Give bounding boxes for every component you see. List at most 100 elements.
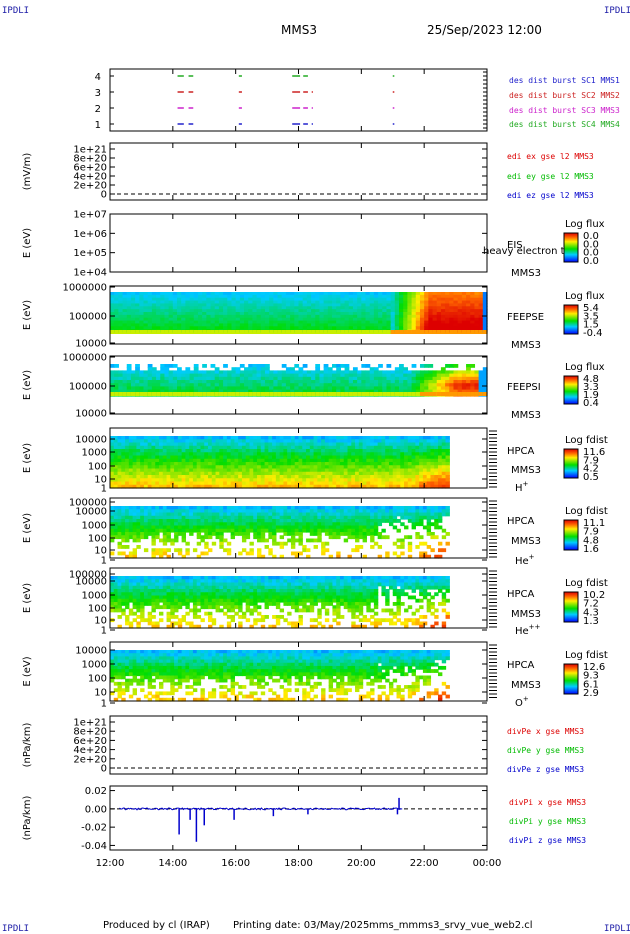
- hpca_h-cell: [441, 462, 447, 466]
- feepse-cell: [453, 317, 459, 322]
- hpca_h-cell: [151, 445, 156, 450]
- feepsi-cell: [110, 376, 115, 381]
- hpca_he-cell: [257, 519, 262, 523]
- feepse-cell: [239, 323, 245, 327]
- feepse-cell: [252, 303, 258, 307]
- feepsi-cell: [340, 386, 346, 391]
- hpca_h-cell: [381, 449, 386, 453]
- hpca_h-cell: [117, 439, 122, 444]
- hpca_he-cell: [268, 525, 273, 530]
- feepse-cell: [390, 323, 396, 327]
- feepse-cell: [202, 323, 207, 327]
- hpca_h-cell: [313, 442, 318, 447]
- feepse-cell: [365, 323, 371, 327]
- hpca_he-cell: [373, 506, 379, 510]
- feepse-cell: [352, 309, 358, 313]
- feepse-cell: [197, 309, 203, 313]
- feepsi-cell: [373, 376, 379, 381]
- feepse-cell: [256, 306, 262, 310]
- hpca_h-cell: [366, 445, 371, 450]
- hpca_h-cell: [309, 462, 315, 466]
- hpca_h-cell: [434, 481, 439, 486]
- hpca_h-cell: [230, 484, 236, 489]
- feepse-cell: [273, 300, 279, 305]
- feepsi-cell: [118, 373, 124, 378]
- feepse-cell: [449, 306, 455, 310]
- hpca_he-cell: [211, 525, 217, 530]
- hpca_h-cell: [147, 465, 153, 470]
- feepsi-cell: [407, 392, 413, 396]
- hpca_he-cell: [132, 512, 137, 517]
- hpca_he-cell: [128, 554, 134, 559]
- hpca_h-cell: [287, 439, 292, 444]
- feepse-cell: [168, 314, 174, 319]
- feepsi-cell: [147, 370, 153, 375]
- hpca_h-cell: [204, 481, 209, 486]
- feepse-cell: [193, 300, 199, 305]
- feepse-cell: [214, 320, 220, 325]
- feepse-cell: [382, 292, 388, 296]
- feepse-cell: [239, 330, 245, 334]
- hpca_h-cell: [264, 455, 269, 460]
- feepse-cell: [428, 294, 434, 299]
- feepse-cell: [298, 330, 304, 334]
- feepse-cell: [302, 317, 308, 322]
- hpca_he-cell: [151, 532, 156, 536]
- feepsi-cell: [436, 383, 442, 387]
- hpca_h-cell: [434, 445, 439, 450]
- feepse-cell: [248, 326, 254, 330]
- feepse-cell: [244, 330, 249, 334]
- hpca_h-cell: [125, 465, 130, 470]
- feepsi-cell: [432, 383, 438, 387]
- hpca_he-cell: [113, 532, 119, 536]
- feepse-cell: [365, 312, 371, 316]
- feepsi-cell: [118, 392, 124, 396]
- feepsi-cell: [336, 386, 341, 391]
- feepse-cell: [378, 297, 383, 302]
- hpca_h-cell: [113, 478, 119, 483]
- hpca_he-cell: [313, 512, 318, 517]
- feepse-cell: [419, 320, 425, 325]
- hpca_he-cell: [170, 512, 175, 517]
- hpca_h-cell: [415, 452, 420, 457]
- hpca_h-cell: [279, 436, 285, 440]
- hpca_h-cell: [347, 455, 352, 460]
- hpca_h-cell: [332, 452, 337, 457]
- hpca_h-cell: [351, 471, 356, 476]
- hpca_h-cell: [313, 478, 318, 483]
- hpca_he-cell: [309, 532, 315, 536]
- feepse-cell: [428, 292, 434, 296]
- hpca_he-cell: [355, 506, 360, 510]
- feepsi-cell: [177, 367, 182, 371]
- hpca_h-cell: [143, 471, 149, 476]
- hpca_h-cell: [257, 465, 262, 470]
- feepse-cell: [227, 292, 233, 296]
- hpca_h-cell: [302, 449, 307, 453]
- hpca_h-cell: [241, 455, 247, 460]
- feepsi-cell: [244, 389, 249, 394]
- hpca_he-cell: [275, 506, 281, 510]
- feepse-cell: [206, 320, 212, 325]
- hpca_he-cell: [290, 538, 296, 543]
- feepse-cell: [440, 326, 446, 330]
- feepsi-cell: [135, 389, 140, 394]
- feepse-cell: [457, 297, 463, 302]
- hpca_he-cell: [272, 538, 277, 543]
- feepse-cell: [185, 294, 191, 299]
- hpca_h-cell: [306, 484, 311, 489]
- hpca_h-cell: [196, 462, 202, 466]
- hpca_he-cell: [166, 519, 171, 523]
- hpca_h-cell: [174, 462, 179, 466]
- hpca_h-cell: [200, 449, 205, 453]
- feepse-cell: [302, 294, 308, 299]
- hpca_h-cell: [415, 465, 420, 470]
- feepse-cell: [294, 303, 300, 307]
- hpca_he-cell: [185, 515, 190, 520]
- hpca_h-cell: [241, 484, 247, 489]
- hpca_h-cell: [219, 475, 224, 479]
- hpca_he-cell: [366, 519, 371, 523]
- hpca_he-cell: [441, 535, 447, 540]
- feepse-cell: [160, 314, 166, 319]
- hpca_he-cell: [407, 541, 413, 546]
- feepsi-cell: [118, 389, 124, 394]
